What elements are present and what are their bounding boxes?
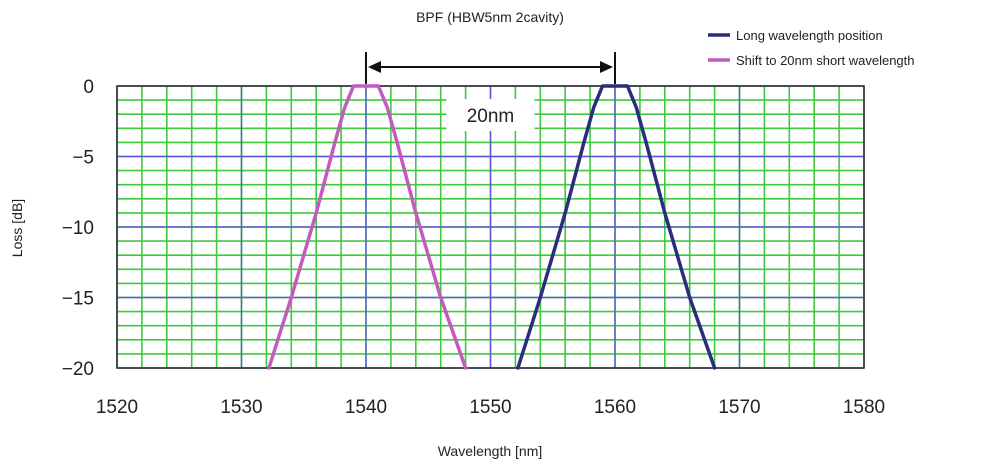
plot-frame bbox=[116, 85, 865, 369]
x-axis-label: Wavelength [nm] bbox=[438, 443, 543, 459]
x-tick-label: 1580 bbox=[843, 397, 885, 418]
annotation-arrowhead-right bbox=[600, 61, 613, 73]
y-tick-label: 0 bbox=[83, 77, 94, 98]
annotation-label-background bbox=[446, 99, 535, 131]
x-tick-label: 1540 bbox=[345, 397, 387, 418]
annotation-label: 20nm bbox=[467, 106, 515, 127]
x-tick-label: 1550 bbox=[469, 397, 511, 418]
y-tick-label: −10 bbox=[62, 218, 94, 239]
chart-title: BPF (HBW5nm 2cavity) bbox=[416, 9, 564, 25]
annotation: 20nm bbox=[365, 52, 616, 131]
x-tick-label: 1560 bbox=[594, 397, 636, 418]
legend: Long wavelength position Shift to 20nm sh… bbox=[708, 28, 915, 68]
x-tick-label: 1530 bbox=[220, 397, 262, 418]
series-line bbox=[267, 84, 468, 370]
y-tick-label: −20 bbox=[62, 359, 94, 380]
y-tick-label: −5 bbox=[72, 148, 94, 169]
annotation-arrowhead-left bbox=[368, 61, 381, 73]
series-layer bbox=[267, 84, 717, 370]
y-axis-label: Loss [dB] bbox=[9, 199, 25, 257]
x-tick-label: 1570 bbox=[718, 397, 760, 418]
series-line bbox=[516, 84, 717, 370]
y-tick-label: −15 bbox=[62, 289, 94, 310]
legend-label: Long wavelength position bbox=[736, 28, 883, 43]
tick-labels: 1520 1530 1540 1550 1560 1570 1580 0 −5 −10 −15 −20 bbox=[62, 77, 885, 418]
legend-label: Shift to 20nm short wavelength bbox=[736, 53, 915, 68]
x-tick-label: 1520 bbox=[96, 397, 138, 418]
